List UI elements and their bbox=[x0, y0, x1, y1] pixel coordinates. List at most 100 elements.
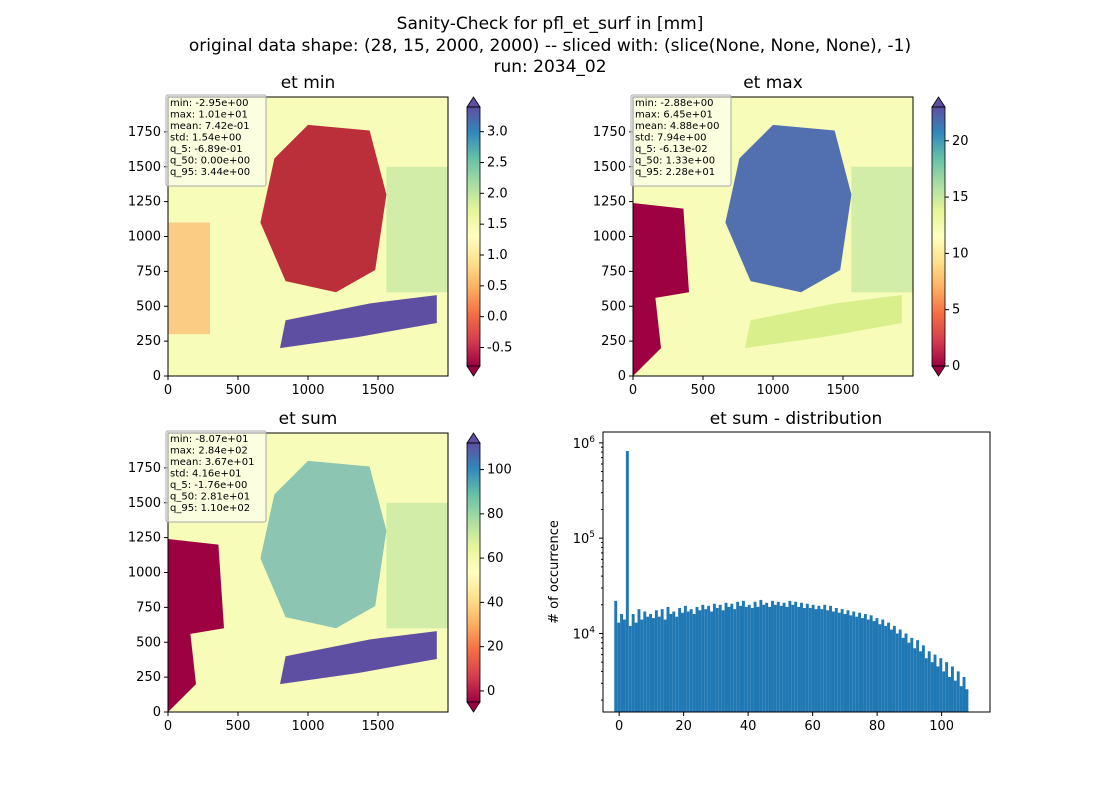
colorbar-tick-label: 0 bbox=[952, 359, 960, 374]
colorbar-max-arrow bbox=[466, 432, 481, 444]
histogram-bar bbox=[622, 619, 626, 712]
histogram-bar bbox=[654, 610, 658, 712]
histogram-bar bbox=[875, 618, 879, 712]
histogram-bar bbox=[692, 614, 696, 712]
histogram-bar bbox=[756, 606, 760, 712]
map-east-region bbox=[386, 166, 448, 293]
colorbar-tick-label: 20 bbox=[952, 134, 969, 149]
map-alps-band bbox=[280, 631, 437, 685]
histogram-bar bbox=[939, 658, 943, 712]
histogram-bar bbox=[942, 671, 946, 712]
histogram-title: et sum - distribution bbox=[710, 409, 883, 429]
histogram-bar bbox=[701, 604, 705, 712]
colorbar-tick-label: 100 bbox=[487, 463, 512, 478]
et-max-map-image bbox=[633, 97, 913, 376]
histogram-bar bbox=[733, 609, 737, 712]
histogram-bar bbox=[683, 605, 687, 712]
histogram-bar bbox=[785, 606, 789, 712]
histogram-bar bbox=[881, 619, 885, 712]
stats-line: q_95: 1.10e+02 bbox=[170, 503, 250, 514]
map-east-region bbox=[386, 502, 448, 629]
y-tick-label: 1250 bbox=[128, 531, 161, 546]
histogram-bar bbox=[834, 608, 838, 712]
stats-line: q_5: -1.76e+00 bbox=[170, 480, 247, 491]
histogram-bar bbox=[637, 609, 641, 712]
map-west-region bbox=[168, 539, 224, 712]
histogram-bar bbox=[678, 608, 682, 712]
figure-run-label: run: 2034_02 bbox=[493, 57, 606, 77]
y-tick-label: 250 bbox=[136, 670, 161, 685]
colorbar-tick-label: 40 bbox=[487, 595, 504, 610]
stats-line: mean: 3.67e+01 bbox=[170, 457, 254, 468]
et-sum-x-axis: 0 500 1000 1500 bbox=[164, 712, 395, 734]
stats-line: min: -8.07e+01 bbox=[170, 434, 249, 445]
histogram-bar bbox=[744, 606, 748, 712]
y-tick-label: 500 bbox=[136, 299, 161, 314]
histogram-bar bbox=[669, 614, 673, 712]
colorbar-gradient bbox=[467, 107, 480, 366]
x-tick-label: 1500 bbox=[361, 383, 394, 398]
y-tick-label: 0 bbox=[153, 369, 161, 384]
stats-line: max: 2.84e+02 bbox=[170, 446, 248, 457]
histogram-bar bbox=[930, 662, 934, 712]
histogram-bar bbox=[959, 686, 963, 712]
histogram-bar bbox=[901, 637, 905, 712]
y-tick-label: 1750 bbox=[128, 125, 161, 140]
x-tick-label: 500 bbox=[691, 383, 716, 398]
histogram-bar bbox=[698, 610, 702, 712]
et-min-x-axis: 0 500 1000 1500 bbox=[164, 376, 395, 398]
histogram-bar bbox=[765, 602, 769, 712]
colorbar-tick-label: 2.0 bbox=[487, 186, 508, 201]
histogram-bar bbox=[916, 640, 920, 712]
histogram-bar bbox=[892, 625, 896, 712]
stats-line: mean: 7.42e-01 bbox=[170, 121, 250, 132]
histogram-bar bbox=[797, 606, 801, 712]
et-max-title: et max bbox=[743, 73, 803, 93]
et-max-y-axis: 0 250 500 750 1000 1250 1500 1750 bbox=[593, 125, 633, 384]
stats-line: std: 1.54e+00 bbox=[170, 133, 242, 144]
stats-line: min: -2.95e+00 bbox=[170, 98, 249, 109]
map-west-region bbox=[633, 203, 689, 376]
x-tick-label: 1000 bbox=[291, 383, 324, 398]
x-tick-label: 0 bbox=[164, 383, 172, 398]
y-tick-label: 0 bbox=[153, 705, 161, 720]
stats-line: mean: 4.88e+00 bbox=[635, 121, 719, 132]
y-tick-label: 250 bbox=[136, 334, 161, 349]
y-tick-label: 106 bbox=[573, 435, 596, 452]
histogram-bar bbox=[715, 608, 719, 712]
colorbar-tick-label: 1.5 bbox=[487, 217, 508, 232]
histogram-bar bbox=[759, 599, 763, 712]
x-tick-label: 20 bbox=[675, 719, 692, 734]
map-germany-region bbox=[260, 124, 387, 293]
histogram-bar bbox=[849, 615, 853, 712]
stats-line: q_5: -6.89e-01 bbox=[170, 144, 243, 155]
histogram-bar bbox=[823, 604, 827, 712]
histogram-bar bbox=[753, 601, 757, 712]
et-min-colorbar: 3.0 2.5 2.0 1.5 1.0 0.5 0.0 -0.5 bbox=[466, 96, 512, 377]
x-tick-label: 0 bbox=[164, 719, 172, 734]
colorbar-gradient bbox=[467, 443, 480, 702]
histogram-bar bbox=[843, 614, 847, 712]
y-tick-label: 1500 bbox=[593, 160, 626, 175]
histogram-bar bbox=[826, 610, 830, 712]
y-tick-label: 750 bbox=[136, 264, 161, 279]
y-tick-label: 500 bbox=[136, 635, 161, 650]
map-germany-region bbox=[260, 460, 387, 629]
histogram-bar bbox=[800, 602, 803, 712]
histogram-bar bbox=[910, 637, 914, 712]
histogram-bar bbox=[945, 662, 949, 712]
histogram-bar bbox=[710, 611, 713, 712]
colorbar-tick-label: 2.5 bbox=[487, 156, 508, 171]
histogram-bar bbox=[628, 625, 632, 712]
colorbar-tick-label: 15 bbox=[952, 190, 969, 205]
histogram-bar bbox=[750, 608, 754, 712]
y-tick-label: 750 bbox=[136, 600, 161, 615]
histogram-frame bbox=[602, 431, 991, 713]
histogram-bar bbox=[840, 609, 844, 712]
y-tick-label: 105 bbox=[573, 530, 595, 547]
x-tick-label: 0 bbox=[615, 719, 623, 734]
y-tick-label: 0 bbox=[618, 369, 626, 384]
histogram-bar bbox=[817, 605, 821, 712]
